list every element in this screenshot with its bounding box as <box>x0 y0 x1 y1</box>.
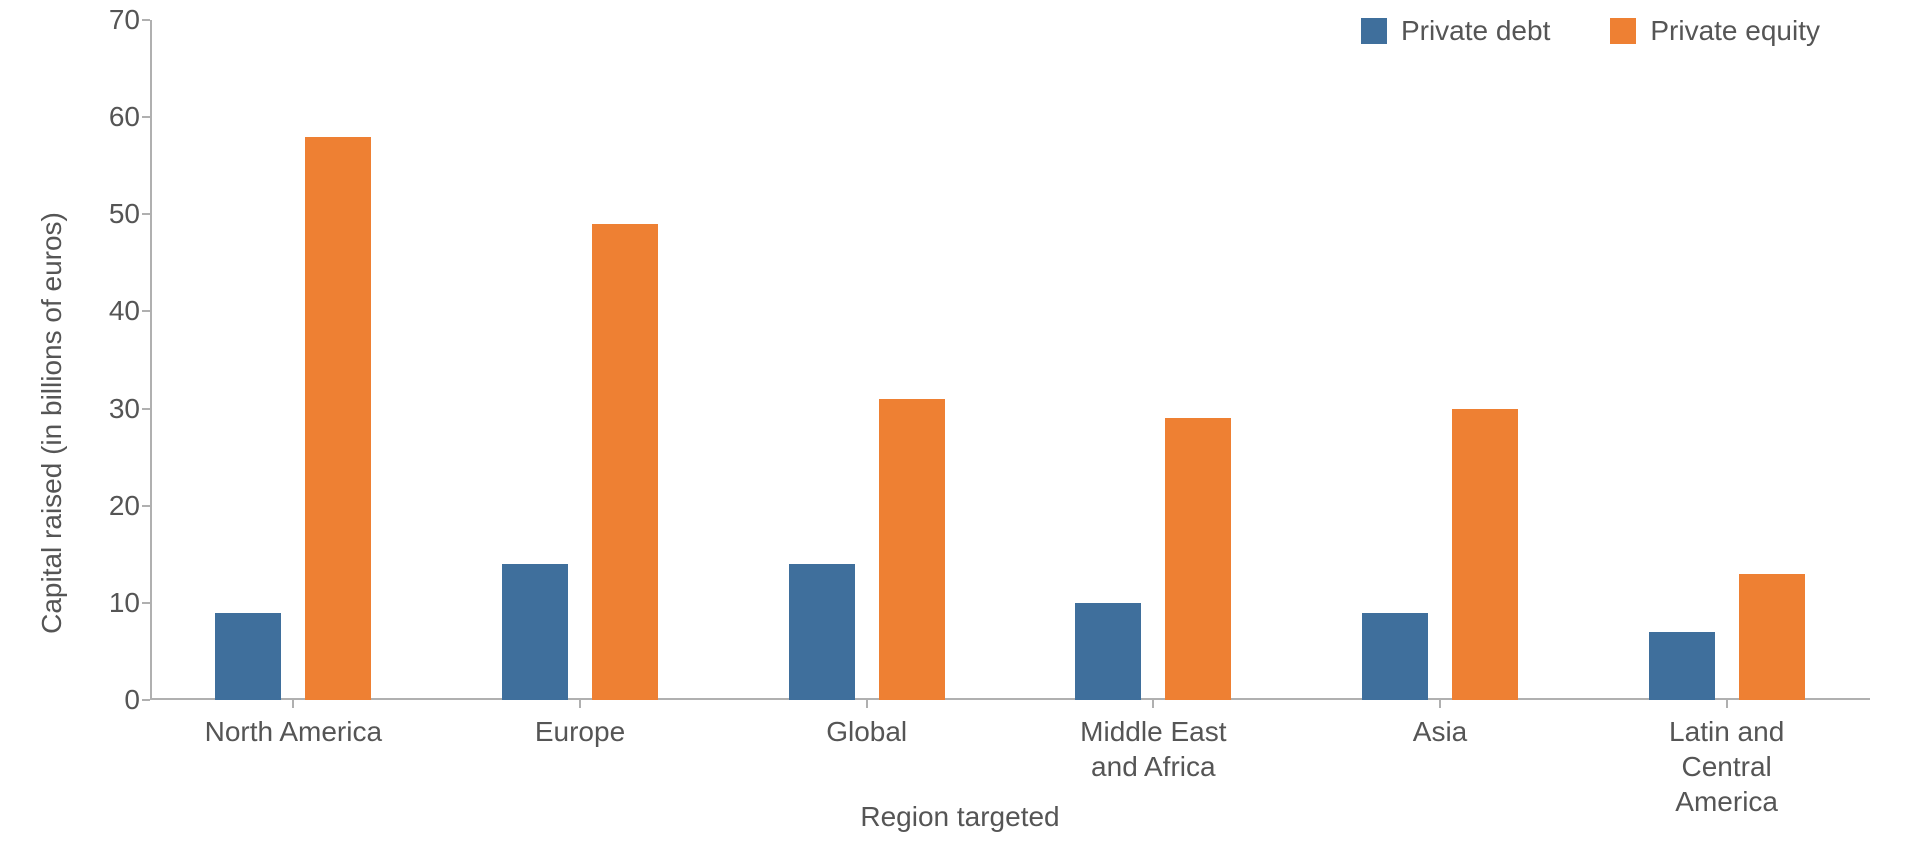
bar <box>1075 603 1141 700</box>
chart-container: Private debt Private equity Capital rais… <box>0 0 1920 845</box>
y-tick-mark <box>142 116 150 118</box>
y-tick-mark <box>142 408 150 410</box>
bar <box>1739 574 1805 700</box>
y-tick-label: 60 <box>90 101 140 133</box>
category-label: Middle East and Africa <box>1080 714 1226 784</box>
category-label: North America <box>205 714 382 749</box>
bar <box>1452 409 1518 700</box>
x-tick-mark <box>1439 700 1441 708</box>
y-axis-line <box>150 20 152 700</box>
y-tick-mark <box>142 213 150 215</box>
bar <box>879 399 945 700</box>
x-tick-mark <box>292 700 294 708</box>
x-tick-mark <box>1726 700 1728 708</box>
bar <box>1165 418 1231 700</box>
y-tick-label: 70 <box>90 4 140 36</box>
bar <box>1362 613 1428 700</box>
bar <box>592 224 658 700</box>
x-axis-line <box>150 698 1870 700</box>
y-tick-label: 10 <box>90 587 140 619</box>
x-tick-mark <box>579 700 581 708</box>
y-tick-mark <box>142 602 150 604</box>
y-tick-mark <box>142 505 150 507</box>
y-tick-mark <box>142 699 150 701</box>
category-label: Latin and Central America <box>1655 714 1798 819</box>
bar <box>305 137 371 700</box>
bar <box>789 564 855 700</box>
y-tick-mark <box>142 19 150 21</box>
category-label: Asia <box>1413 714 1467 749</box>
category-label: Global <box>826 714 907 749</box>
x-tick-mark <box>866 700 868 708</box>
y-tick-label: 30 <box>90 393 140 425</box>
y-tick-mark <box>142 310 150 312</box>
bar <box>502 564 568 700</box>
y-tick-label: 40 <box>90 295 140 327</box>
plot-area: 010203040506070North AmericaEuropeGlobal… <box>150 20 1870 700</box>
category-label: Europe <box>535 714 625 749</box>
y-axis-label: Capital raised (in billions of euros) <box>36 212 68 634</box>
bar <box>215 613 281 700</box>
x-tick-mark <box>1152 700 1154 708</box>
bar <box>1649 632 1715 700</box>
y-tick-label: 50 <box>90 198 140 230</box>
y-tick-label: 20 <box>90 490 140 522</box>
x-axis-label: Region targeted <box>860 801 1059 833</box>
y-tick-label: 0 <box>90 684 140 716</box>
